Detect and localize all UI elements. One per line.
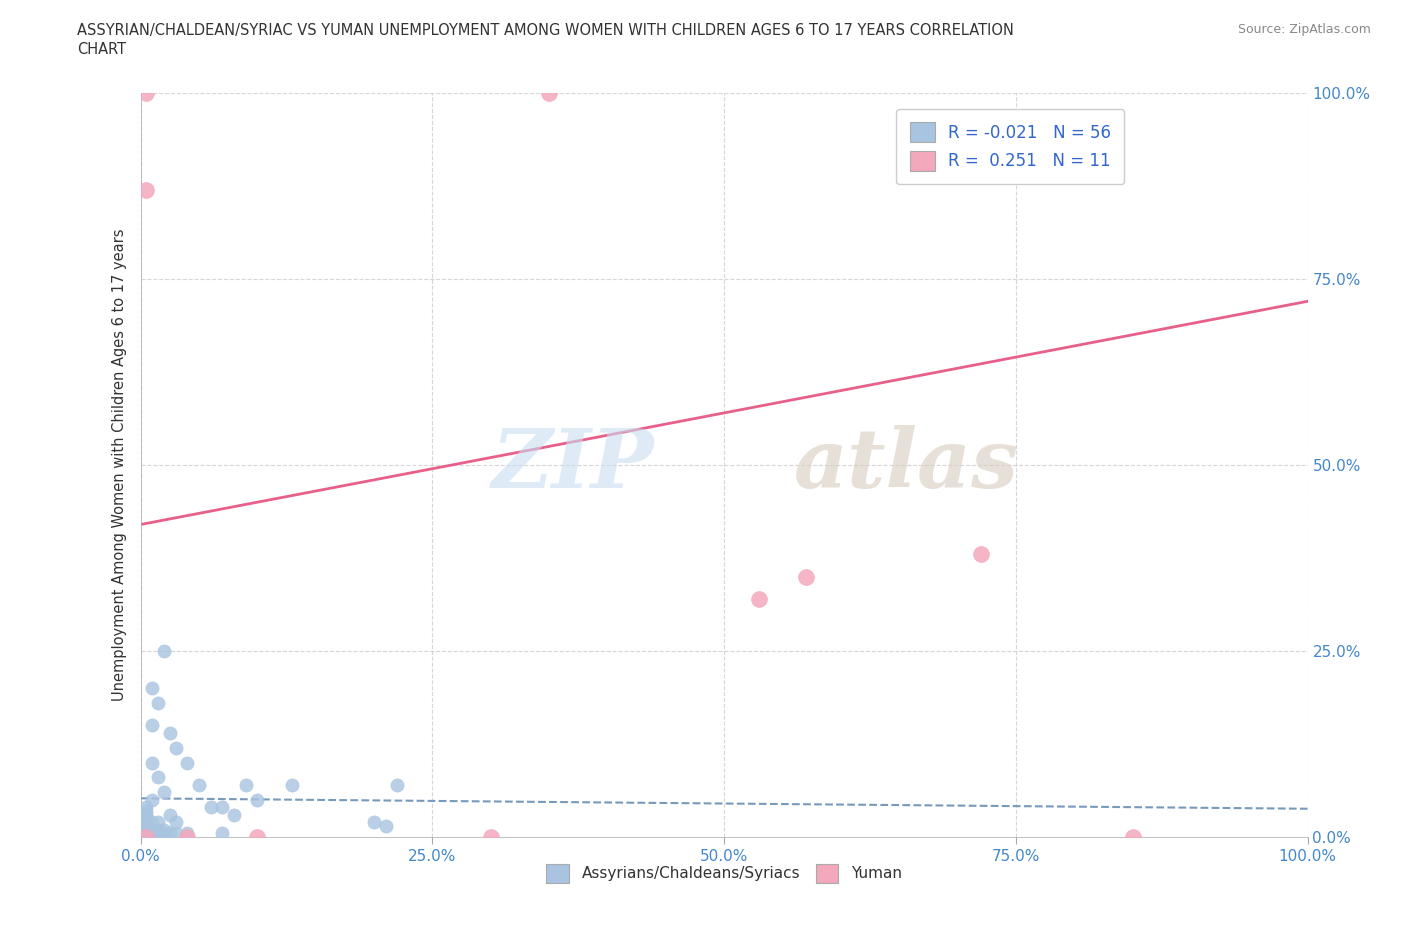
Text: CHART: CHART [77, 42, 127, 57]
Point [141, 826, 163, 841]
Point [141, 755, 163, 770]
Point [200, 800, 222, 815]
Point [222, 807, 245, 822]
Point [146, 826, 169, 841]
Point [479, 830, 502, 844]
Point [159, 725, 181, 740]
Point [135, 804, 157, 818]
Point [141, 792, 163, 807]
Point [246, 792, 269, 807]
Point [141, 826, 163, 841]
Point [176, 826, 198, 841]
Point [153, 822, 176, 837]
Point [1122, 830, 1144, 844]
Point [135, 86, 157, 100]
Point [165, 826, 187, 841]
Point [188, 777, 211, 792]
Point [135, 826, 157, 841]
Point [146, 696, 169, 711]
Point [146, 815, 169, 830]
Point [165, 815, 187, 830]
Point [235, 777, 257, 792]
Point [135, 826, 157, 841]
Point [146, 770, 169, 785]
Point [135, 826, 157, 841]
Point [176, 830, 198, 844]
Point [794, 569, 817, 584]
Point [153, 785, 176, 800]
Point [135, 826, 157, 841]
Point [153, 826, 176, 841]
Point [135, 811, 157, 826]
Point [141, 826, 163, 841]
Text: ZIP: ZIP [492, 425, 654, 505]
Point [537, 86, 560, 100]
Point [141, 718, 163, 733]
Point [281, 777, 304, 792]
Point [135, 826, 157, 841]
Point [135, 800, 157, 815]
Point [135, 807, 157, 822]
Point [211, 800, 233, 815]
Point [135, 815, 157, 830]
Point [141, 826, 163, 841]
Point [135, 826, 157, 841]
Point [135, 822, 157, 837]
Point [165, 740, 187, 755]
Point [153, 644, 176, 658]
Point [135, 182, 157, 197]
Point [176, 755, 198, 770]
Point [363, 815, 385, 830]
Point [135, 826, 157, 841]
Point [246, 830, 269, 844]
Point [159, 807, 181, 822]
Text: Source: ZipAtlas.com: Source: ZipAtlas.com [1237, 23, 1371, 36]
Point [141, 826, 163, 841]
Y-axis label: Unemployment Among Women with Children Ages 6 to 17 years: Unemployment Among Women with Children A… [111, 229, 127, 701]
Point [141, 815, 163, 830]
Point [135, 826, 157, 841]
Point [211, 826, 233, 841]
Point [146, 822, 169, 837]
Point [135, 826, 157, 841]
Point [387, 777, 409, 792]
Point [374, 818, 396, 833]
Point [748, 591, 770, 606]
Point [135, 826, 157, 841]
Text: atlas: atlas [794, 425, 1019, 505]
Text: ASSYRIAN/CHALDEAN/SYRIAC VS YUMAN UNEMPLOYMENT AMONG WOMEN WITH CHILDREN AGES 6 : ASSYRIAN/CHALDEAN/SYRIAC VS YUMAN UNEMPL… [77, 23, 1014, 38]
Point [159, 826, 181, 841]
Point [135, 818, 157, 833]
Point [135, 830, 157, 844]
Point [141, 681, 163, 696]
Point [141, 822, 163, 837]
Legend: Assyrians/Chaldeans/Syriacs, Yuman: Assyrians/Chaldeans/Syriacs, Yuman [540, 858, 908, 889]
Point [970, 547, 993, 562]
